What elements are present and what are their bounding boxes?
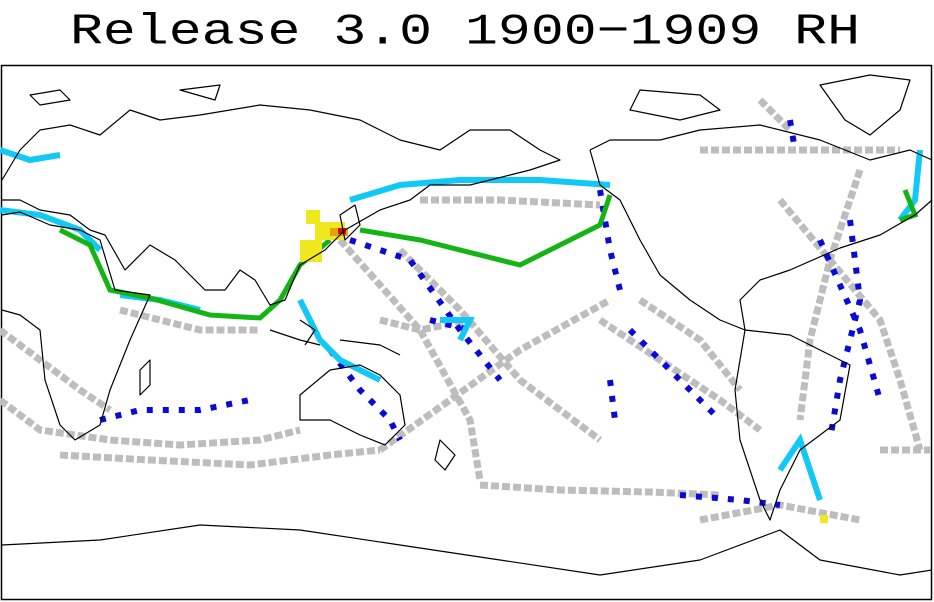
route xyxy=(787,119,798,151)
route xyxy=(297,298,382,383)
route xyxy=(420,196,601,209)
route xyxy=(777,197,924,451)
route xyxy=(58,227,332,321)
observation-cells-hot xyxy=(300,210,828,523)
coast-africa-europe xyxy=(1,211,151,441)
route xyxy=(0,327,112,413)
cell xyxy=(338,228,346,234)
coast-arctic-islands xyxy=(29,84,721,121)
route xyxy=(827,219,864,441)
route xyxy=(59,446,381,469)
route xyxy=(679,492,781,508)
route xyxy=(0,147,61,164)
coast-madagascar xyxy=(139,359,151,396)
route xyxy=(377,296,612,453)
route xyxy=(349,177,611,203)
route xyxy=(817,238,883,401)
route xyxy=(638,297,743,393)
route xyxy=(897,149,923,222)
route xyxy=(359,194,613,268)
map-title: Release 3.0 1900−1909 RH xyxy=(70,8,860,58)
route xyxy=(119,306,260,334)
route xyxy=(757,97,793,133)
route xyxy=(99,397,251,423)
coast-indonesia xyxy=(269,319,401,356)
coast-south-america xyxy=(734,329,851,521)
route xyxy=(598,317,763,433)
route xyxy=(0,397,301,449)
cell xyxy=(820,515,828,523)
observation-cells-gray xyxy=(0,97,930,524)
coast-new-zealand xyxy=(434,439,456,471)
route xyxy=(607,379,618,421)
route xyxy=(777,433,823,501)
coast-antarctica xyxy=(1,524,933,576)
route xyxy=(349,237,503,382)
cell xyxy=(306,210,320,224)
route xyxy=(337,237,484,481)
route xyxy=(440,317,475,342)
coast-eurasia xyxy=(1,104,561,306)
coast-japan xyxy=(339,204,361,241)
route xyxy=(397,247,603,443)
route xyxy=(379,316,471,334)
coast-australia xyxy=(299,364,406,446)
cell xyxy=(300,240,322,262)
coast-greenland xyxy=(819,74,911,136)
route xyxy=(796,168,864,421)
coastlines xyxy=(1,74,933,576)
